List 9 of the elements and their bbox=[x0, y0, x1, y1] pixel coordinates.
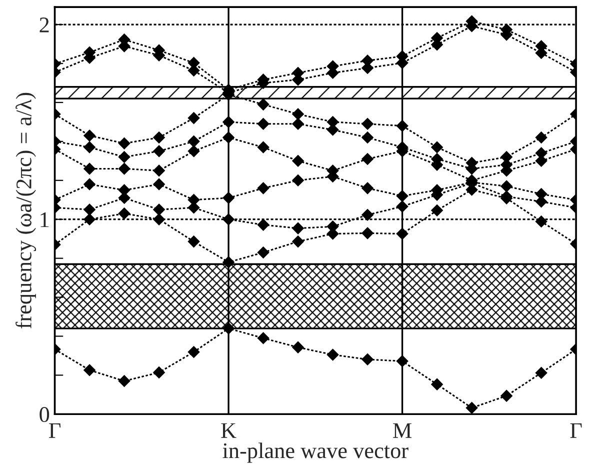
x-tick-label: Γ bbox=[570, 423, 582, 438]
x-axis-title: in-plane wave vector bbox=[222, 442, 408, 463]
y-tick-label: 1 bbox=[40, 212, 49, 228]
x-tick-label: K bbox=[221, 423, 236, 438]
y-tick-label: 0 bbox=[40, 407, 50, 422]
y-axis-title: frequency (ωa/(2πc) = a/λ) bbox=[16, 92, 36, 329]
x-tick-label: Γ bbox=[48, 423, 60, 438]
x-tick-label: M bbox=[393, 423, 412, 438]
y-tick-label: 2 bbox=[40, 18, 49, 32]
